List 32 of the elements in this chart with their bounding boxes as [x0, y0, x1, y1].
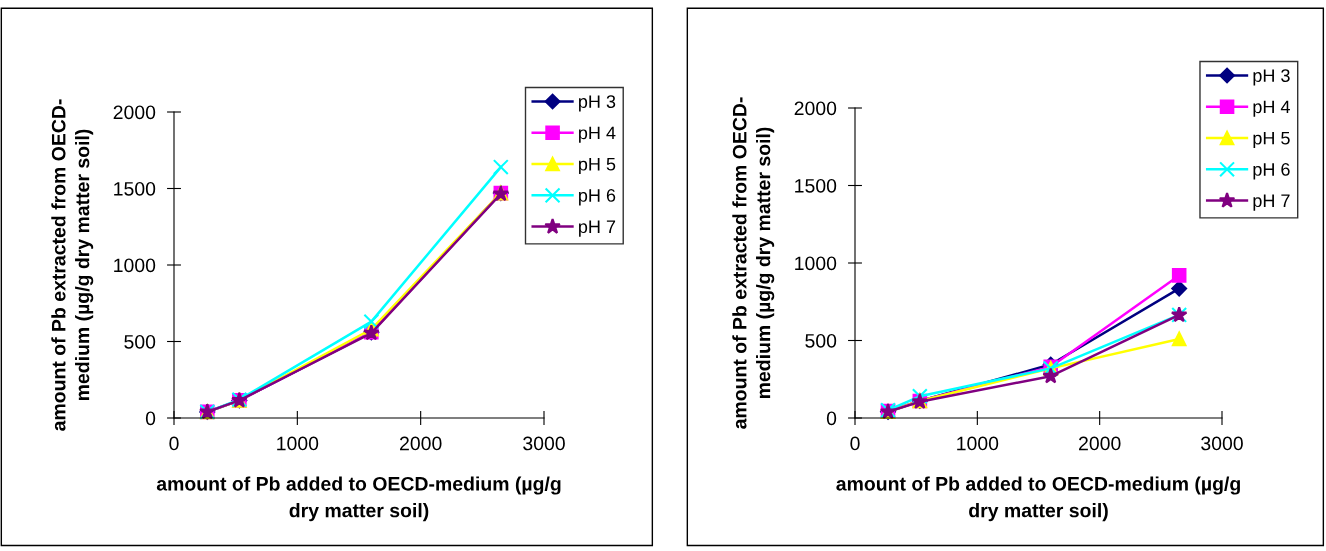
x-tick-label: 3000 — [523, 436, 565, 451]
y-axis-title: amount of Pb extracted from OECD-medium (µg/g dry matter soil) — [732, 97, 775, 429]
y-tick-label: 1000 — [114, 258, 156, 273]
legend-label: pH 7 — [579, 220, 616, 237]
legend-label: pH 5 — [579, 157, 616, 175]
x-tick-label: 0 — [169, 436, 179, 451]
y-tick-label: 1500 — [114, 181, 156, 196]
y-tick-label: 500 — [124, 334, 156, 349]
x-tick-label: 2000 — [1079, 436, 1121, 451]
x-tick-label: 3000 — [1201, 436, 1243, 451]
legend-label: pH 7 — [1253, 194, 1290, 211]
legend-label: pH 6 — [579, 189, 616, 206]
y-tick-label: 1000 — [795, 256, 837, 271]
y-tick-label: 1500 — [795, 178, 837, 193]
y-tick-label: 0 — [145, 411, 156, 426]
y-tick-label: 0 — [826, 411, 837, 426]
legend-label: pH 4 — [1253, 100, 1290, 117]
legend-label: pH 5 — [1253, 131, 1290, 149]
legend-label: pH 4 — [579, 126, 616, 143]
legend-label: pH 3 — [579, 95, 616, 112]
y-tick-label: 2000 — [113, 105, 156, 120]
legend-label: pH 3 — [1253, 69, 1290, 86]
x-axis-title: amount of Pb added to OECD-medium (µg/g dry matter soil) — [836, 476, 1240, 522]
x-tick-label: 2000 — [400, 436, 442, 451]
x-tick-label: 1000 — [957, 436, 999, 451]
x-tick-label: 1000 — [277, 436, 319, 451]
y-tick-label: 2000 — [794, 101, 837, 116]
legend-label: pH 6 — [1253, 163, 1290, 180]
y-tick-label: 500 — [805, 333, 837, 348]
y-axis-title: amount of Pb extracted from OECD-medium (µg/g dry matter soil) — [51, 99, 94, 431]
x-axis-title: amount of Pb added to OECD-medium (µg/g dry matter soil) — [156, 476, 561, 522]
x-tick-label: 0 — [850, 436, 860, 451]
